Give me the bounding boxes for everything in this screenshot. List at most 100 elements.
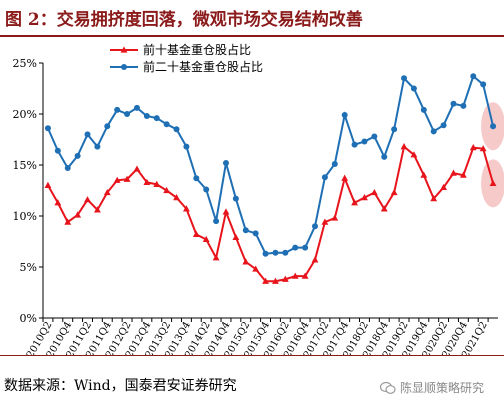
data-point — [153, 115, 160, 122]
title-bar: 图 2：交易拥挤度回落，微观市场交易结构改善 — [0, 0, 504, 37]
data-point — [341, 174, 349, 181]
data-point — [282, 249, 289, 256]
data-point — [44, 181, 52, 188]
data-point — [401, 75, 408, 82]
data-point — [400, 143, 408, 150]
data-point — [133, 165, 141, 172]
data-point — [64, 165, 71, 172]
data-point — [54, 199, 62, 206]
data-point — [272, 249, 279, 256]
data-point — [272, 277, 279, 284]
figure-title: 图 2：交易拥挤度回落，微观市场交易结构改善 — [5, 10, 363, 30]
data-point — [281, 275, 289, 282]
y-tick-label: 0% — [20, 312, 37, 325]
data-point — [84, 131, 91, 138]
data-point — [213, 218, 220, 225]
data-point — [64, 218, 72, 225]
data-point — [430, 128, 437, 135]
legend-marker — [120, 46, 128, 53]
data-point — [410, 85, 417, 92]
data-point — [222, 159, 229, 166]
y-tick-label: 5% — [20, 261, 37, 274]
data-point — [262, 250, 269, 257]
data-point — [469, 144, 477, 151]
series-line-1 — [47, 144, 495, 283]
data-point — [370, 188, 378, 196]
data-point — [390, 188, 398, 196]
data-point — [301, 272, 309, 279]
y-tick-label: 25% — [13, 57, 37, 70]
data-point — [460, 102, 467, 109]
footer-divider — [0, 355, 504, 356]
data-point — [361, 194, 368, 201]
data-point — [470, 73, 477, 80]
data-point — [123, 175, 131, 182]
title-underline — [0, 35, 504, 37]
data-point — [420, 171, 428, 178]
data-point — [143, 113, 150, 120]
series-line-2 — [47, 74, 495, 255]
data-point — [410, 151, 418, 158]
data-point — [331, 160, 338, 167]
data-point — [480, 81, 487, 88]
y-tick-label: 20% — [13, 108, 37, 121]
data-point — [341, 112, 348, 119]
source-note: 数据来源：Wind，国泰君安证券研究 — [4, 378, 237, 394]
data-point — [420, 106, 427, 113]
data-point — [163, 121, 170, 128]
data-point — [74, 211, 82, 218]
data-point — [212, 254, 220, 261]
line-chart: 0%5%10%15%20%25%2010Q22010Q42011Q22011Q4… — [13, 42, 504, 355]
data-point — [440, 122, 447, 129]
data-point — [292, 244, 299, 251]
data-point — [242, 227, 249, 234]
data-point — [203, 186, 210, 193]
data-point — [163, 186, 171, 194]
watermark: 陈显顺策略研究 — [380, 379, 484, 396]
data-point — [153, 180, 161, 187]
data-point — [103, 188, 111, 196]
data-point — [202, 235, 210, 243]
watermark-text: 陈显顺策略研究 — [400, 381, 485, 395]
data-point — [321, 218, 329, 225]
data-point — [192, 230, 200, 237]
data-point — [114, 106, 121, 113]
legend-label: 前十基金重仓股占比 — [143, 42, 251, 57]
data-point — [104, 123, 111, 130]
data-point — [291, 272, 299, 279]
data-point — [84, 196, 91, 203]
data-point — [44, 125, 51, 132]
legend-label: 前二十基金重仓股占比 — [143, 59, 263, 74]
data-point — [183, 143, 190, 150]
data-point — [252, 230, 259, 237]
data-point — [351, 141, 358, 148]
wechat-icon — [380, 381, 396, 394]
data-point — [450, 100, 457, 107]
data-point — [193, 175, 200, 182]
data-point — [361, 138, 368, 145]
data-point — [321, 174, 328, 181]
data-point — [94, 143, 101, 150]
data-point — [173, 126, 180, 133]
data-point — [252, 265, 260, 272]
series-layer — [44, 73, 497, 284]
data-point — [391, 126, 398, 133]
data-point — [262, 277, 269, 284]
data-point — [430, 195, 438, 202]
data-point — [113, 176, 121, 183]
y-tick-label: 10% — [13, 210, 37, 223]
data-point — [489, 179, 497, 186]
data-point — [133, 104, 140, 111]
data-point — [331, 214, 339, 221]
data-point — [183, 205, 190, 212]
data-point — [242, 258, 250, 265]
data-point — [222, 208, 230, 215]
data-point — [490, 123, 497, 130]
data-point — [380, 205, 388, 212]
data-point — [74, 152, 81, 159]
axes: 0%5%10%15%20%25%2010Q22010Q42011Q22011Q4… — [13, 57, 498, 355]
data-point — [450, 169, 457, 176]
data-point — [312, 223, 319, 230]
